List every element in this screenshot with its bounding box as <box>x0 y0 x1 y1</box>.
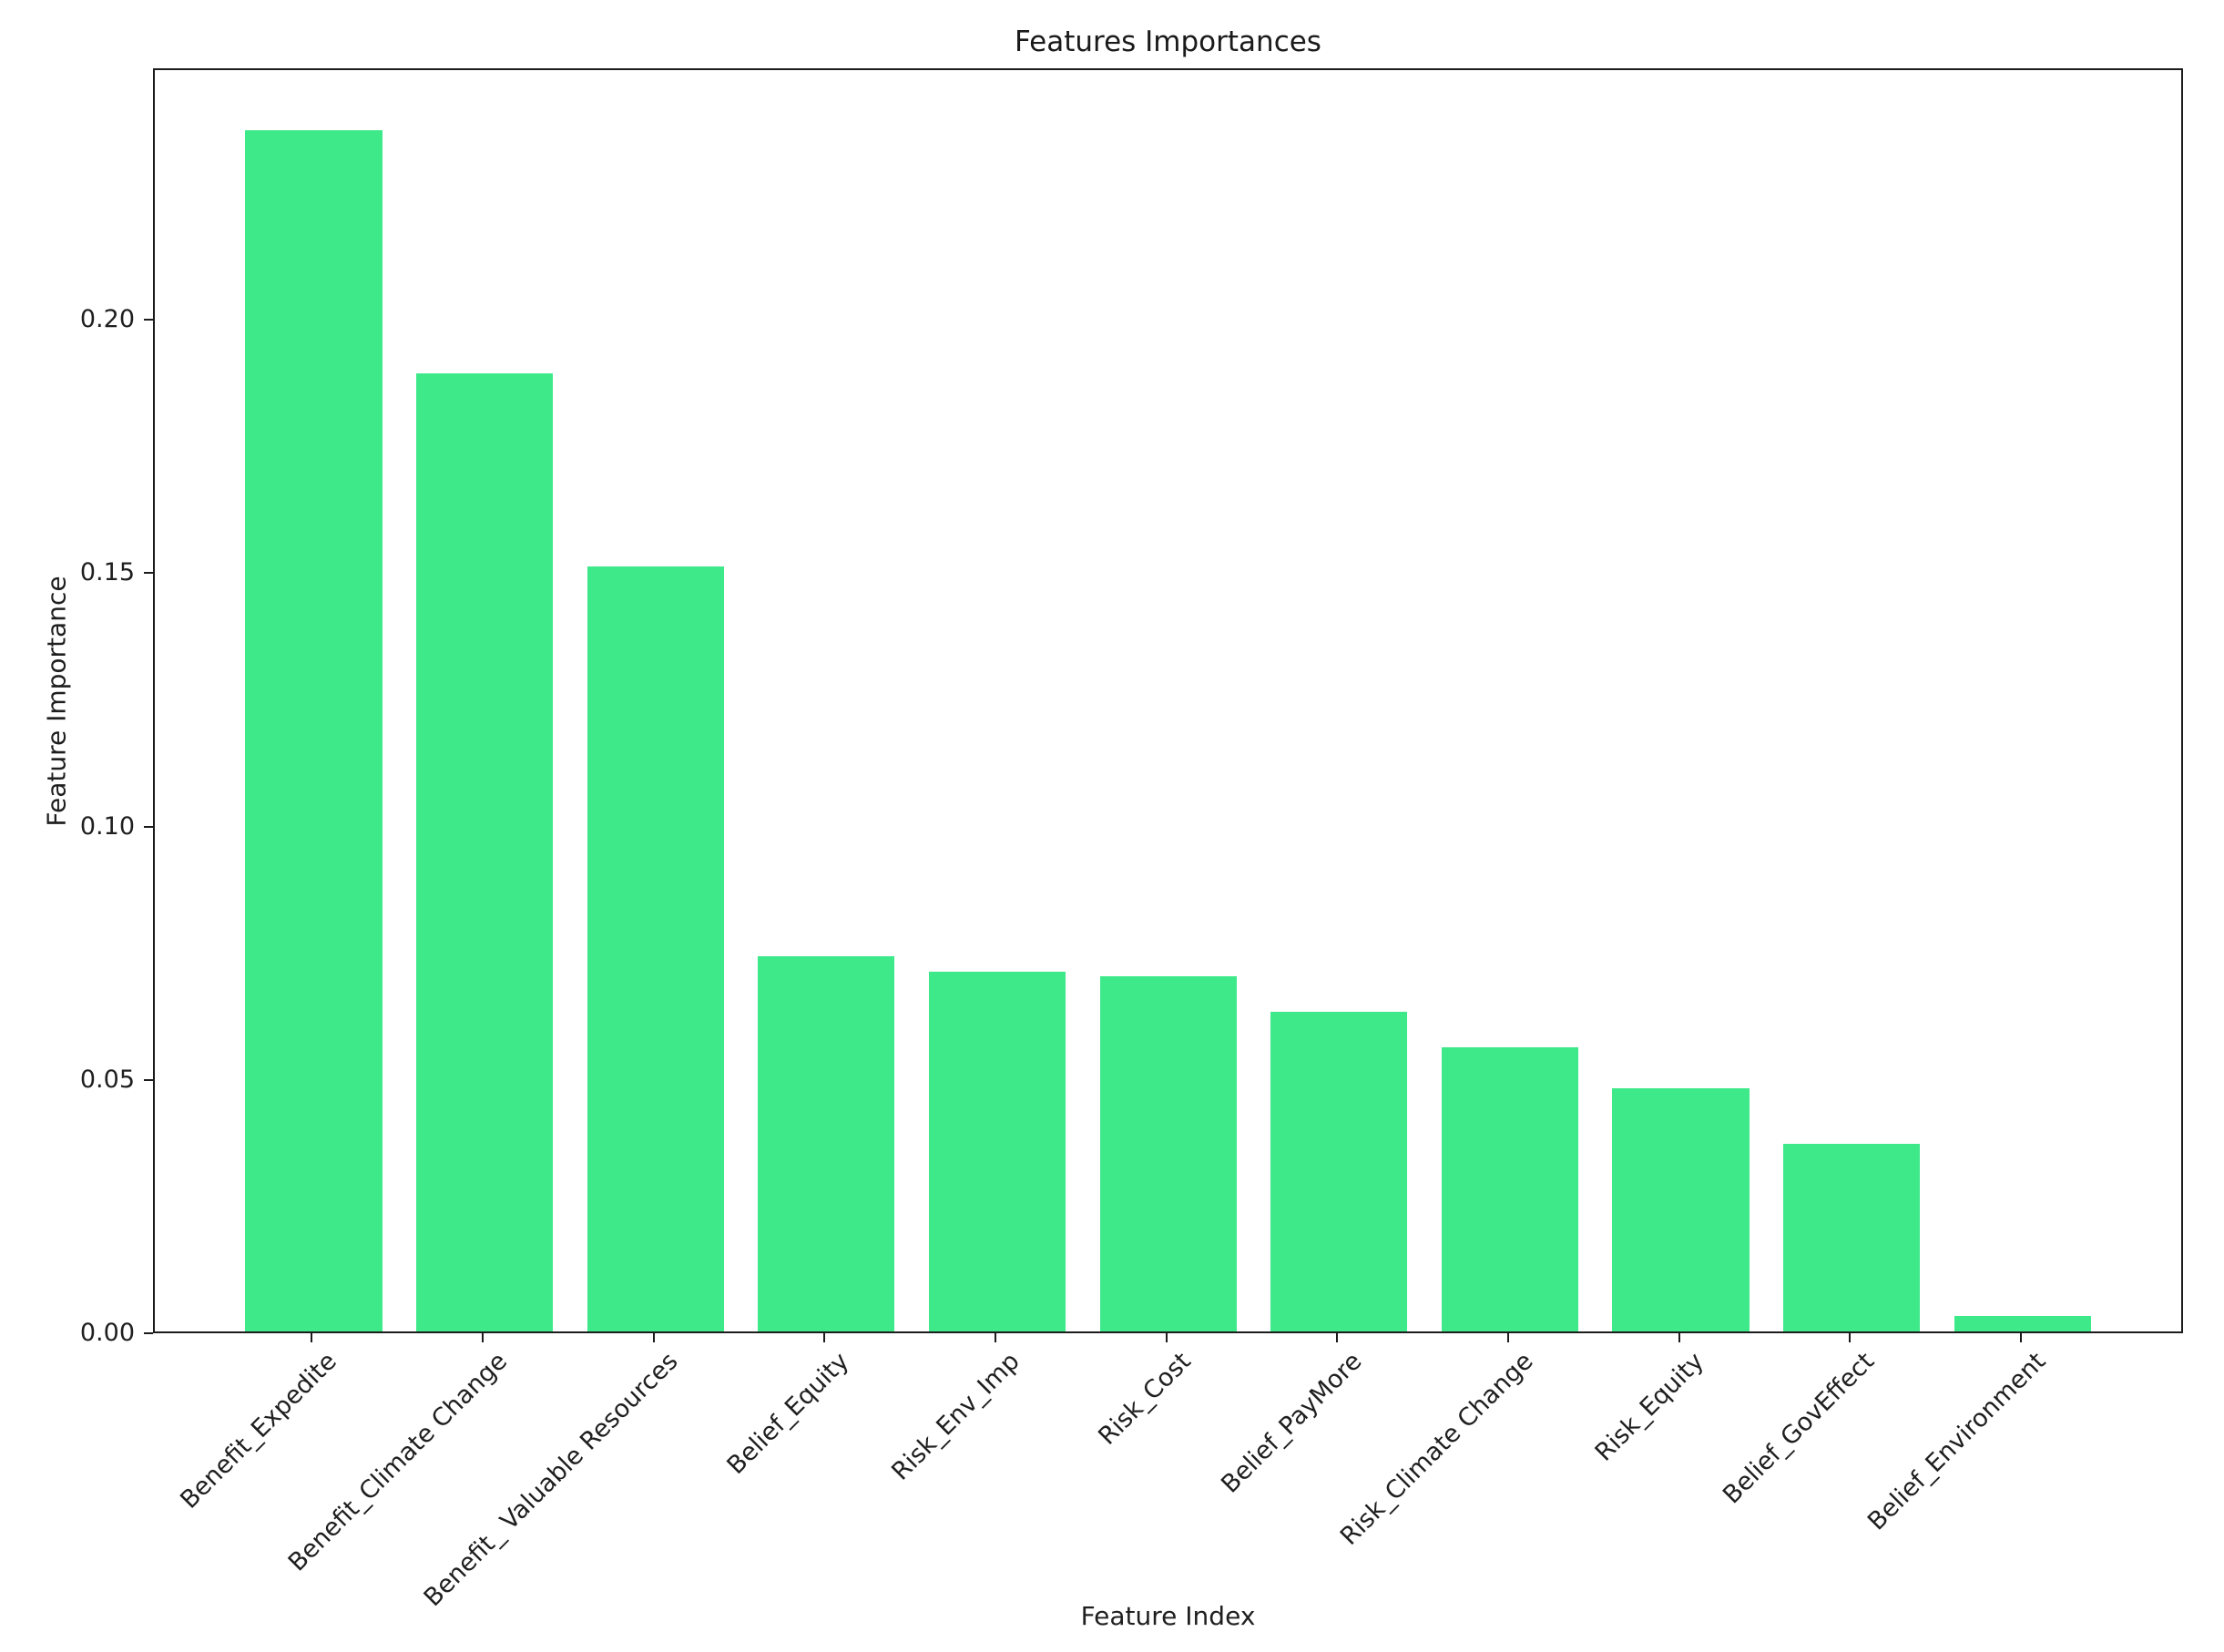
bar-belief-paymore <box>1270 1012 1408 1331</box>
x-tick-label: Belief_PayMore <box>1216 1347 1368 1499</box>
x-tick-mark <box>311 1333 313 1342</box>
bar-benefit-climate-change <box>416 373 554 1331</box>
x-tick-mark <box>1849 1333 1852 1342</box>
y-axis-label: Feature Importance <box>41 576 72 827</box>
x-tick-mark <box>823 1333 826 1342</box>
bar-risk-equity <box>1612 1087 1750 1331</box>
x-tick-mark <box>1678 1333 1680 1342</box>
y-tick-label: 0.20 <box>79 305 135 334</box>
x-tick-label: Risk_Cost <box>1093 1347 1197 1451</box>
y-tick-mark <box>144 1332 153 1334</box>
x-tick-mark <box>1506 1333 1509 1342</box>
bar-benefit-expedite <box>245 130 383 1331</box>
y-tick-label: 0.00 <box>79 1319 135 1347</box>
bar-belief-environment <box>1954 1316 2091 1331</box>
x-tick-mark <box>652 1333 655 1342</box>
y-tick-label: 0.15 <box>79 558 135 587</box>
x-tick-label: Risk_Climate Change <box>1334 1347 1539 1551</box>
bar-risk-climate-change <box>1441 1047 1578 1331</box>
x-tick-label: Benefit_Expedite <box>175 1347 342 1514</box>
x-tick-mark <box>1165 1333 1168 1342</box>
x-tick-mark <box>2019 1333 2022 1342</box>
x-tick-mark <box>1336 1333 1339 1342</box>
y-tick-mark <box>144 1078 153 1081</box>
x-axis-label: Feature Index <box>1080 1601 1256 1631</box>
plot-area <box>153 68 2183 1333</box>
chart-title: Features Importances <box>1015 25 1321 58</box>
bar-belief-equity <box>758 956 895 1331</box>
bar-risk-env-imp <box>928 971 1066 1331</box>
x-tick-label: Belief_Environment <box>1862 1347 2051 1536</box>
x-tick-label: Belief_Equity <box>721 1347 855 1481</box>
x-tick-mark <box>482 1333 485 1342</box>
y-tick-mark <box>144 572 153 575</box>
bar-benefit-valuable-resources <box>587 566 724 1331</box>
y-tick-mark <box>144 319 153 321</box>
y-tick-label: 0.10 <box>79 811 135 841</box>
y-tick-label: 0.05 <box>79 1065 135 1094</box>
y-tick-mark <box>144 825 153 828</box>
x-tick-label: Belief_GovEffect <box>1718 1347 1881 1510</box>
x-tick-mark <box>994 1333 996 1342</box>
bar-belief-goveffect <box>1783 1144 1921 1331</box>
x-tick-label: Risk_Env_Imp <box>886 1347 1026 1486</box>
bar-risk-cost <box>1099 976 1237 1331</box>
x-tick-label: Risk_Equity <box>1589 1347 1709 1467</box>
